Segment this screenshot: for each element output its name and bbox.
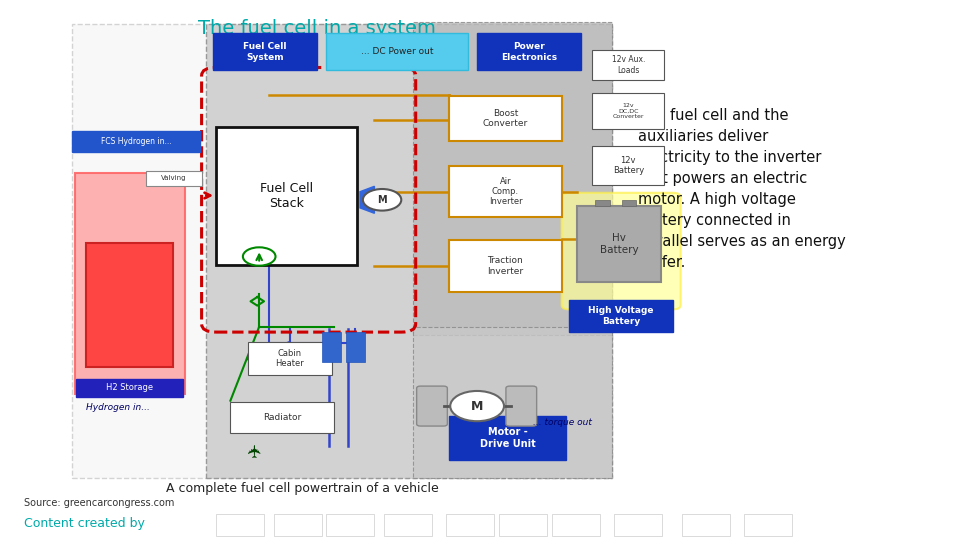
Circle shape [243,247,276,266]
FancyBboxPatch shape [326,33,468,70]
Text: Traction
Inverter: Traction Inverter [488,256,523,275]
FancyBboxPatch shape [592,146,664,185]
Text: Motor -
Drive Unit: Motor - Drive Unit [480,427,536,449]
FancyBboxPatch shape [477,33,581,70]
FancyBboxPatch shape [322,332,341,362]
FancyBboxPatch shape [413,327,612,478]
FancyBboxPatch shape [75,173,185,394]
Text: ... torque out: ... torque out [533,418,591,427]
FancyBboxPatch shape [449,96,562,141]
Text: 12v
DC,DC
Converter: 12v DC,DC Converter [612,103,644,119]
FancyBboxPatch shape [72,24,612,478]
FancyBboxPatch shape [230,402,334,433]
Polygon shape [360,186,374,213]
FancyBboxPatch shape [499,514,547,536]
FancyBboxPatch shape [216,514,264,536]
Text: Fuel Cell
System: Fuel Cell System [243,42,287,62]
FancyBboxPatch shape [744,514,792,536]
Text: Content created by: Content created by [24,517,145,530]
FancyBboxPatch shape [577,206,661,282]
FancyBboxPatch shape [86,243,173,367]
Text: M: M [471,400,483,413]
FancyBboxPatch shape [622,200,636,206]
Circle shape [363,189,401,211]
Text: 12v
Battery: 12v Battery [612,156,644,175]
FancyBboxPatch shape [417,386,447,426]
FancyBboxPatch shape [72,131,200,152]
FancyBboxPatch shape [569,300,673,332]
FancyBboxPatch shape [592,93,664,129]
Text: Source: greencarcongress.com: Source: greencarcongress.com [24,498,175,508]
Text: H2 Storage: H2 Storage [106,383,154,392]
Text: A complete fuel cell powertrain of a vehicle: A complete fuel cell powertrain of a veh… [166,482,439,495]
Text: Hv
Battery: Hv Battery [600,233,638,255]
Text: Fuel Cell
Stack: Fuel Cell Stack [260,182,313,210]
Text: Radiator: Radiator [263,413,301,422]
Text: Valving: Valving [161,175,186,181]
Text: The fuel cell in a system: The fuel cell in a system [198,19,436,38]
Text: Boost
Converter: Boost Converter [483,109,528,128]
FancyBboxPatch shape [326,514,374,536]
Text: M: M [377,195,387,205]
Text: Air
Comp.
Inverter: Air Comp. Inverter [489,177,522,206]
Text: Power
Electronics: Power Electronics [501,42,557,62]
FancyBboxPatch shape [614,514,662,536]
FancyBboxPatch shape [213,33,317,70]
FancyBboxPatch shape [274,514,322,536]
FancyBboxPatch shape [449,240,562,292]
FancyBboxPatch shape [248,342,332,375]
Text: ... DC Power out: ... DC Power out [361,48,434,56]
FancyBboxPatch shape [552,514,600,536]
FancyBboxPatch shape [595,200,610,206]
Text: The fuel cell and the
auxiliaries deliver
electricity to the inverter
that power: The fuel cell and the auxiliaries delive… [638,108,846,270]
Circle shape [450,391,504,421]
Text: Hydrogen in...: Hydrogen in... [86,403,151,411]
FancyBboxPatch shape [562,193,681,309]
Text: 12v Aux.
Loads: 12v Aux. Loads [612,56,645,75]
FancyBboxPatch shape [449,166,562,217]
FancyBboxPatch shape [206,24,612,478]
FancyBboxPatch shape [449,416,566,460]
FancyBboxPatch shape [146,171,202,186]
FancyBboxPatch shape [592,50,664,80]
FancyBboxPatch shape [76,379,183,397]
FancyBboxPatch shape [413,22,612,335]
Text: High Voltage
Battery: High Voltage Battery [588,306,654,326]
FancyBboxPatch shape [216,127,357,265]
Text: Cabin
Heater: Cabin Heater [276,349,304,368]
FancyBboxPatch shape [682,514,730,536]
Text: ✈: ✈ [248,442,265,457]
FancyBboxPatch shape [506,386,537,426]
FancyBboxPatch shape [346,332,365,362]
FancyBboxPatch shape [446,514,494,536]
FancyBboxPatch shape [384,514,432,536]
Text: FCS Hydrogen in...: FCS Hydrogen in... [101,137,171,146]
